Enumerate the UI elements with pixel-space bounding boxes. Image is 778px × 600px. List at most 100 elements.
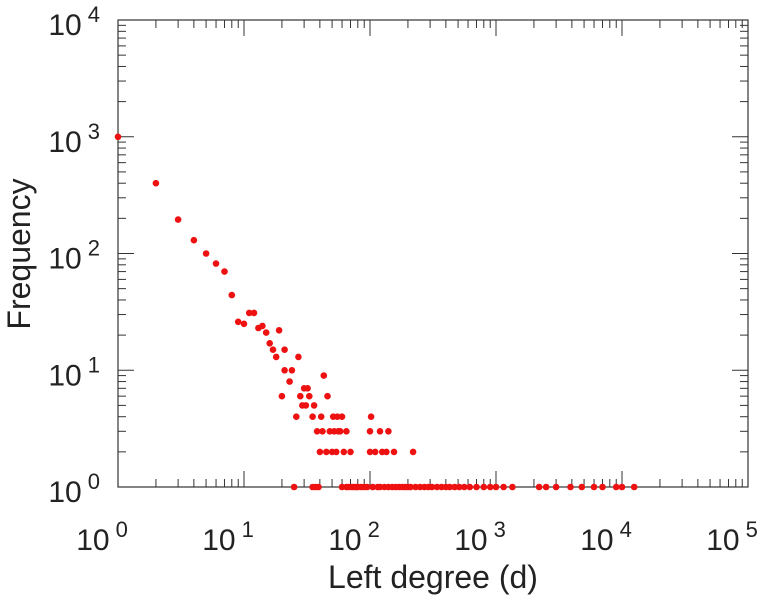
data-point: [319, 428, 326, 435]
x-tick-label: 10 2: [328, 517, 380, 557]
data-point: [383, 448, 390, 456]
data-point: [297, 392, 304, 400]
axis-ticks: [117, 20, 748, 488]
data-point: [324, 392, 331, 400]
data-point: [371, 448, 379, 456]
data-point: [473, 483, 480, 491]
data-point: [599, 483, 606, 491]
data-point: [347, 448, 354, 456]
data-point: [338, 413, 346, 421]
data-point: [309, 413, 316, 421]
x-tick-label: 10 4: [580, 517, 632, 557]
data-point: [290, 483, 298, 491]
data-point: [310, 402, 318, 409]
data-point: [269, 346, 277, 354]
data-point: [334, 413, 341, 421]
y-tick-label: 10 0: [48, 469, 100, 509]
data-point: [228, 291, 236, 299]
data-point: [542, 483, 550, 491]
data-point: [390, 448, 398, 456]
y-tick-label: 10 3: [48, 119, 100, 159]
data-point: [455, 483, 463, 491]
data-point: [612, 483, 620, 491]
data-point: [428, 483, 436, 491]
x-tick-label: 10 1: [202, 517, 254, 557]
y-tick-label: 10 4: [48, 2, 100, 42]
data-point: [174, 216, 182, 223]
data-point: [306, 392, 313, 400]
y-axis-label: Frequency: [1, 178, 37, 329]
data-point: [567, 483, 574, 491]
data-point: [295, 353, 302, 361]
data-point: [316, 448, 324, 456]
data-point: [366, 448, 374, 456]
data-point: [202, 250, 210, 257]
data-point: [250, 309, 258, 317]
data-point: [509, 483, 516, 491]
data-point: [367, 413, 375, 421]
data-point: [281, 346, 288, 354]
data-point: [262, 329, 270, 336]
x-axis-label: Left degree (d): [328, 559, 538, 595]
data-point: [221, 268, 228, 275]
data-point: [288, 367, 296, 374]
data-point: [340, 448, 348, 456]
data-point: [486, 483, 494, 491]
data-point: [315, 483, 322, 491]
data-point: [313, 428, 321, 435]
data-points: [114, 133, 638, 491]
data-point: [480, 483, 488, 491]
data-point: [343, 428, 350, 435]
data-point: [266, 340, 274, 347]
data-point: [259, 322, 266, 330]
data-point: [590, 483, 598, 491]
x-tick-label: 10 3: [454, 517, 506, 557]
data-point: [369, 483, 377, 491]
data-point: [152, 179, 160, 187]
data-point: [492, 483, 500, 491]
data-point: [212, 260, 220, 267]
data-point: [333, 448, 340, 456]
data-point: [376, 428, 384, 435]
data-point: [461, 483, 468, 491]
data-point: [535, 483, 543, 491]
data-point: [278, 392, 286, 400]
x-tick-label: 10 0: [76, 517, 128, 557]
data-point: [114, 133, 122, 141]
data-point: [302, 402, 310, 409]
x-tick-label: 10 5: [706, 517, 758, 557]
data-point: [552, 483, 560, 491]
data-point: [317, 413, 325, 421]
data-point: [630, 483, 638, 491]
data-point: [433, 483, 441, 491]
data-point: [336, 428, 344, 435]
data-point: [240, 320, 248, 328]
data-point: [234, 318, 242, 326]
data-point: [409, 448, 417, 456]
data-point: [320, 372, 328, 379]
data-point: [190, 236, 198, 244]
data-point: [363, 483, 371, 491]
data-point: [304, 385, 311, 392]
data-point: [293, 413, 300, 421]
plot-frame: [117, 19, 749, 488]
y-tick-label: 10 1: [48, 352, 100, 392]
x-tick-labels: 10 0 10 1 10 2 10 3 10 4 10 5: [76, 517, 758, 557]
y-tick-label: 10 2: [48, 236, 100, 276]
data-point: [618, 483, 626, 491]
data-point: [578, 483, 586, 491]
data-point: [286, 378, 293, 385]
data-point: [500, 483, 507, 491]
data-point: [466, 483, 474, 491]
data-point: [446, 483, 454, 491]
data-point: [407, 483, 414, 491]
data-point: [323, 448, 330, 456]
data-point: [272, 353, 280, 361]
data-point: [281, 367, 288, 374]
data-point: [275, 327, 283, 334]
data-point: [366, 428, 374, 435]
data-point: [245, 309, 253, 317]
data-point: [385, 428, 392, 435]
